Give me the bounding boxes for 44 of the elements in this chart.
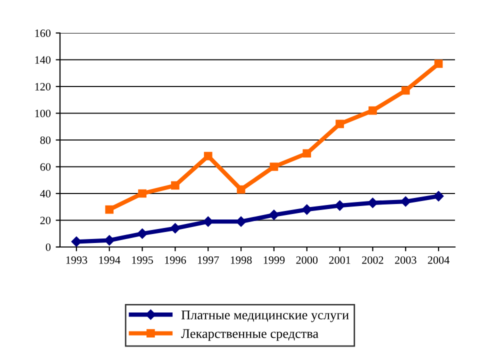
point — [433, 191, 444, 202]
point — [268, 210, 280, 220]
point — [171, 181, 180, 190]
point — [105, 205, 114, 214]
point — [270, 162, 278, 171]
x-tick-label: 2001 — [329, 256, 350, 264]
x-tick-label: 1997 — [198, 256, 219, 264]
point — [137, 228, 148, 239]
x-tick-label: 1993 — [66, 256, 88, 264]
x-tick-label: 2004 — [428, 256, 450, 264]
y-tick-label: 20 — [40, 216, 51, 224]
point — [401, 86, 410, 95]
x-tick-label: 1998 — [230, 256, 252, 264]
point — [400, 196, 411, 207]
y-tick-label: 160 — [35, 29, 51, 37]
point — [368, 198, 378, 208]
point — [336, 120, 344, 128]
point — [138, 189, 146, 198]
x-tick-label: 2000 — [296, 256, 318, 264]
y-tick-label: 0 — [46, 243, 51, 251]
point — [236, 185, 246, 194]
point — [368, 106, 377, 115]
legend-label: Лекарственные средства — [181, 329, 318, 341]
legend-label: Платные медицинские услуги — [181, 310, 349, 322]
y-tick-label: 100 — [35, 110, 51, 118]
x-tick-label: 1996 — [165, 256, 186, 264]
x-tick-label: 1994 — [99, 256, 120, 264]
y-tick-label: 40 — [40, 190, 51, 198]
point — [334, 200, 345, 211]
point — [204, 152, 212, 160]
point — [170, 223, 180, 234]
point — [302, 204, 312, 215]
point — [203, 216, 214, 227]
y-tick-label: 120 — [35, 82, 51, 90]
y-tick-label: 80 — [40, 136, 51, 144]
y-tick-label: 140 — [35, 56, 51, 64]
point — [302, 149, 312, 158]
x-tick-label: 1999 — [264, 256, 285, 264]
x-tick-label: 2003 — [395, 256, 416, 264]
x-tick-label: 1995 — [132, 256, 153, 264]
point — [104, 235, 114, 246]
x-tick-label: 2002 — [362, 256, 384, 264]
point — [434, 60, 443, 68]
y-tick-label: 60 — [40, 163, 51, 171]
